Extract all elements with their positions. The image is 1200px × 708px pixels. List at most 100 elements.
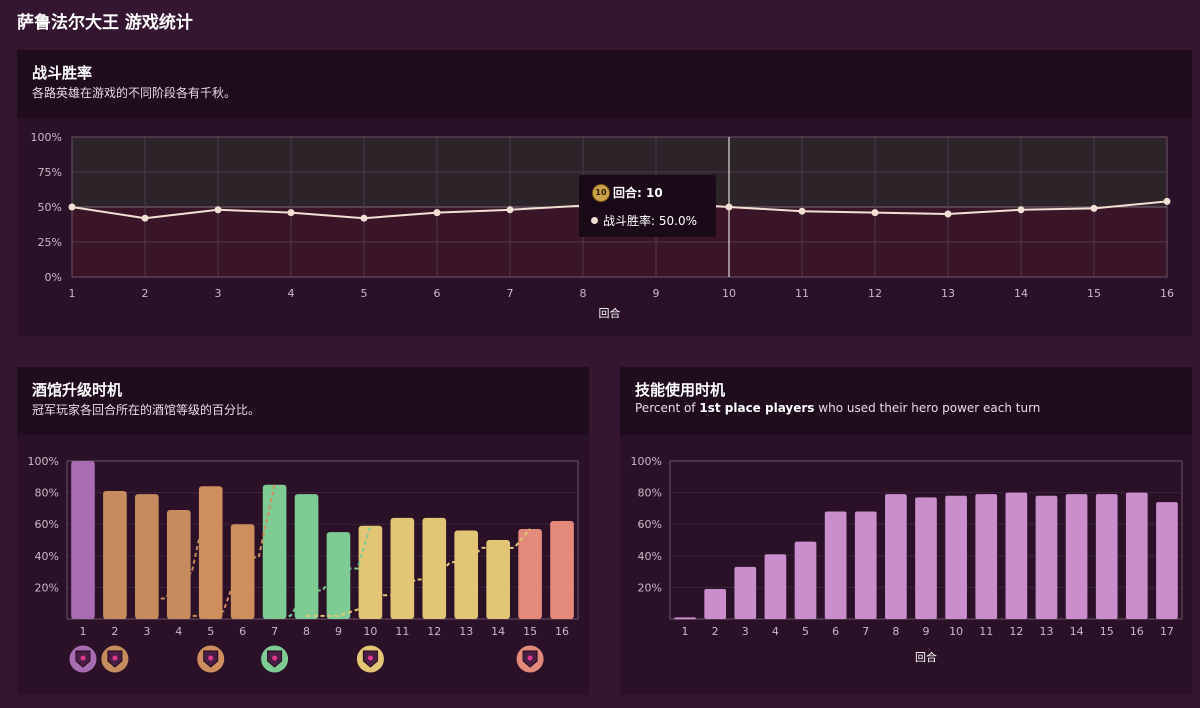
x-tick-label: 7: [507, 287, 514, 300]
tooltip-rate-label: 战斗胜率: 50.0%: [603, 214, 697, 228]
hero-power-panel-title: 技能使用时机: [635, 381, 726, 399]
x-tick-label: 4: [288, 287, 295, 300]
x-tick-label: 14: [1070, 625, 1084, 638]
hero-power-bar: [1035, 495, 1058, 619]
winrate-panel-header: 战斗胜率 各路英雄在游戏的不同阶段各有千秋。: [17, 50, 1192, 118]
winrate-point: [68, 203, 76, 211]
tier-transition-line: [274, 525, 372, 617]
x-tick-label: 10: [949, 625, 963, 638]
tavern-panel-header: 酒馆升级时机 冠军玩家各回合所在的酒馆等级的百分比。: [17, 367, 589, 435]
tavern-bar: [230, 524, 255, 619]
x-tick-label: 11: [979, 625, 993, 638]
tavern-tier-badge-icon: [355, 644, 385, 674]
x-tick-label: 4: [175, 625, 182, 638]
x-tick-label: 15: [1100, 625, 1114, 638]
x-tick-label: 8: [580, 287, 587, 300]
series-dot-icon: [591, 217, 598, 224]
x-tick-label: 6: [239, 625, 246, 638]
x-tick-label: 16: [1160, 287, 1174, 300]
y-tick-label: 0%: [45, 271, 62, 284]
tavern-tier-badge-icon: 10: [592, 184, 610, 202]
tavern-bar: [390, 517, 415, 619]
hero-power-bar: [945, 495, 967, 619]
tavern-tier-badge-icon: [515, 644, 545, 674]
tavern-bar-chart[interactable]: 20%40%60%80%100%1 2 3 4 5 6 7 8 9 10 11 12 13 14 15 16: [17, 367, 589, 695]
x-tick-label: 8: [892, 625, 899, 638]
x-tick-label: 6: [434, 287, 441, 300]
x-tick-label: 10: [363, 625, 377, 638]
winrate-point: [1090, 204, 1098, 212]
y-tick-label: 100%: [28, 455, 59, 468]
x-tick-label: 7: [271, 625, 278, 638]
y-tick-label: 100%: [631, 455, 662, 468]
x-tick-label: 1: [69, 287, 76, 300]
x-tick-label: 5: [802, 625, 809, 638]
y-tick-label: 25%: [38, 236, 62, 249]
hero-power-bar: [885, 494, 907, 619]
y-tick-label: 20%: [638, 581, 662, 594]
hero-power-bar: [1095, 494, 1118, 619]
hero-power-bar: [794, 541, 817, 619]
tavern-panel-title: 酒馆升级时机: [32, 381, 123, 399]
x-tick-label: 9: [335, 625, 342, 638]
x-tick-label: 3: [143, 625, 150, 638]
tavern-bar: [454, 530, 479, 619]
x-tick-label: 15: [523, 625, 537, 638]
x-tick-label: 2: [712, 625, 719, 638]
winrate-point: [214, 206, 222, 214]
x-tick-label: 11: [795, 287, 809, 300]
x-tick-label: 13: [459, 625, 473, 638]
subtitle-suffix: who used their hero power each turn: [814, 401, 1041, 415]
x-tick-label: 11: [395, 625, 409, 638]
winrate-point: [798, 207, 806, 215]
x-tick-label: 2: [142, 287, 149, 300]
x-tick-label: 3: [215, 287, 222, 300]
tavern-bar: [358, 525, 383, 619]
tavern-bar: [518, 528, 542, 619]
x-tick-label: 9: [653, 287, 660, 300]
y-tick-label: 60%: [35, 518, 59, 531]
subtitle-prefix: Percent of: [635, 401, 700, 415]
x-tick-label: 5: [207, 625, 214, 638]
shield-gem: [80, 655, 86, 661]
x-tick-label: 4: [772, 625, 779, 638]
hero-power-panel-header: 技能使用时机 Percent of 1st place players who …: [620, 367, 1192, 435]
hero-power-bar: [674, 617, 696, 620]
tier-transition-line: [178, 484, 276, 617]
hero-power-bar: [1005, 492, 1028, 619]
y-tick-label: 80%: [35, 487, 59, 500]
hero-power-bar: [854, 511, 877, 619]
tavern-bar: [198, 486, 223, 619]
tavern-bar: [262, 484, 287, 619]
y-tick-label: 40%: [35, 550, 59, 563]
hero-power-bar: [1156, 502, 1178, 619]
winrate-point: [1163, 197, 1171, 205]
y-tick-label: 80%: [638, 487, 662, 500]
x-tick-label: 7: [862, 625, 869, 638]
x-tick-label: 12: [868, 287, 882, 300]
x-tick-label: 1: [79, 625, 86, 638]
tavern-tier-badge-icon: [100, 644, 130, 674]
subtitle-emphasis: 1st place players: [699, 401, 815, 415]
tavern-bar: [103, 491, 127, 619]
hero-power-bar: [704, 588, 727, 619]
x-tick-label: 17: [1160, 625, 1174, 638]
page-title: 萨鲁法尔大王 游戏统计: [17, 13, 193, 33]
tavern-bar: [550, 521, 574, 619]
tavern-tier-badge-icon: [260, 644, 290, 674]
tavern-tier-badge-icon: [196, 644, 226, 674]
winrate-point: [725, 203, 733, 211]
x-tick-label: 5: [361, 287, 368, 300]
hero-power-bar: [975, 494, 998, 619]
tavern-bar: [294, 494, 319, 619]
hero-power-bar-chart[interactable]: 20%40%60%80%100%1 2 3 4 5 6 7 8 9 10 11 12 13 14 15 16 1…: [620, 367, 1192, 695]
shield-gem: [272, 655, 278, 661]
x-axis-label: 回合: [599, 306, 621, 320]
x-tick-label: 16: [1130, 625, 1144, 638]
x-tick-label: 9: [923, 625, 930, 638]
x-tick-label: 6: [832, 625, 839, 638]
hero-power-bar: [1065, 494, 1088, 619]
plot-frame: [66, 460, 579, 620]
winrate-tooltip: 10 回合: 10 战斗胜率: 50.0%: [579, 175, 716, 237]
